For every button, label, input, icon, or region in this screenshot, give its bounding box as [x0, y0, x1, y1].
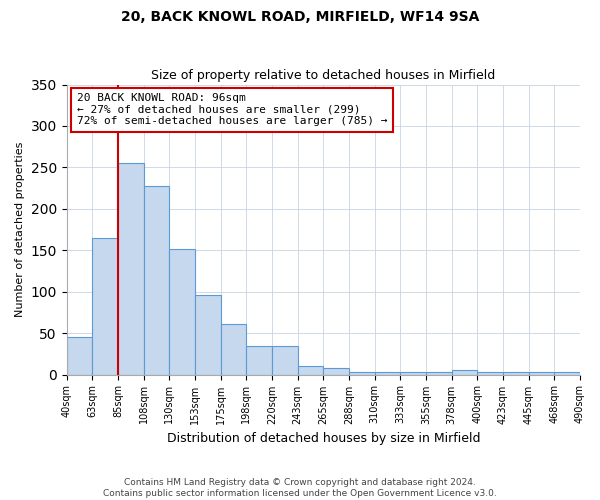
Bar: [529, 372, 554, 374]
Bar: [272, 346, 298, 374]
Title: Size of property relative to detached houses in Mirfield: Size of property relative to detached ho…: [151, 69, 496, 82]
Text: Contains HM Land Registry data © Crown copyright and database right 2024.
Contai: Contains HM Land Registry data © Crown c…: [103, 478, 497, 498]
Bar: [169, 248, 195, 374]
Text: 20 BACK KNOWL ROAD: 96sqm
← 27% of detached houses are smaller (299)
72% of semi: 20 BACK KNOWL ROAD: 96sqm ← 27% of detac…: [77, 94, 388, 126]
Bar: [349, 372, 374, 374]
Bar: [323, 368, 349, 374]
Bar: [374, 372, 400, 374]
Y-axis label: Number of detached properties: Number of detached properties: [15, 142, 25, 318]
Bar: [452, 370, 478, 374]
Bar: [400, 372, 426, 374]
Bar: [67, 338, 92, 374]
Bar: [426, 372, 452, 374]
Bar: [247, 346, 272, 374]
Bar: [503, 372, 529, 374]
Bar: [195, 295, 221, 374]
Bar: [143, 186, 169, 374]
Bar: [118, 164, 143, 374]
Bar: [221, 324, 247, 374]
Bar: [478, 372, 503, 374]
Text: 20, BACK KNOWL ROAD, MIRFIELD, WF14 9SA: 20, BACK KNOWL ROAD, MIRFIELD, WF14 9SA: [121, 10, 479, 24]
Bar: [554, 372, 580, 374]
Bar: [298, 366, 323, 374]
X-axis label: Distribution of detached houses by size in Mirfield: Distribution of detached houses by size …: [167, 432, 480, 445]
Bar: [92, 238, 118, 374]
